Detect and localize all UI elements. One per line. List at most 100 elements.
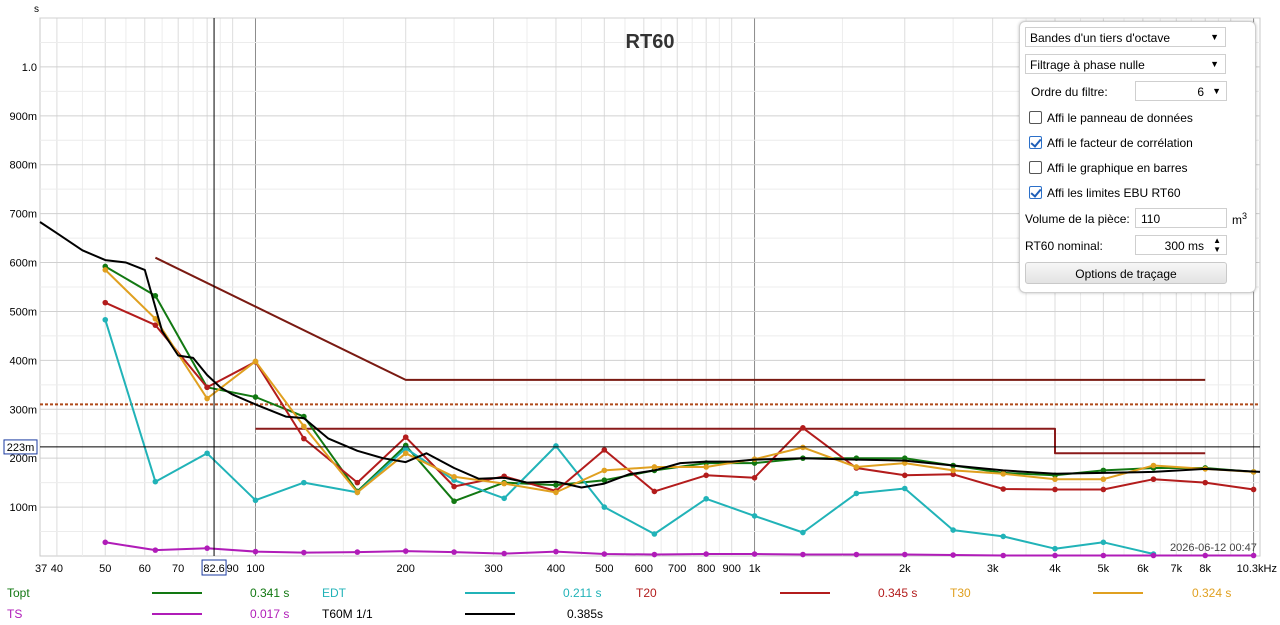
data-point-ts xyxy=(553,548,559,555)
data-point-ts xyxy=(301,549,307,556)
ebu-limits-label: Affi les limites EBU RT60 xyxy=(1047,186,1181,200)
cursor-x-label: 82.6 xyxy=(203,563,224,575)
data-point-ts xyxy=(950,552,956,558)
data-point-ts xyxy=(1150,552,1157,559)
data-point-ts xyxy=(601,551,608,557)
data-point-topt xyxy=(601,477,608,483)
legend-value-ts: 0.017 s xyxy=(250,607,290,621)
correlation-label: Affi le facteur de corrélation xyxy=(1047,136,1193,150)
data-point-t20 xyxy=(1202,479,1209,486)
data-point-t30 xyxy=(1100,476,1107,483)
bar-graph-checkbox[interactable] xyxy=(1029,161,1042,174)
rt60-nominal-label: RT60 nominal: xyxy=(1025,239,1103,253)
x-tick-label: 100 xyxy=(246,563,264,575)
room-volume-input[interactable]: 110 xyxy=(1135,208,1227,228)
data-point-topt xyxy=(451,498,457,505)
data-panel-label: Affi le panneau de données xyxy=(1047,111,1193,125)
data-point-ts xyxy=(1250,552,1257,559)
data-point-t20 xyxy=(1100,486,1107,493)
data-point-t20 xyxy=(451,483,457,490)
x-tick-label: 40 xyxy=(51,563,63,575)
legend-value-edt: 0.211 s xyxy=(563,586,602,600)
timestamp: 2026-06-12 00:47 xyxy=(1170,542,1257,554)
settings-panel: Bandes d'un tiers d'octave ▼ Filtrage à … xyxy=(1019,21,1256,293)
data-point-t20 xyxy=(102,299,109,306)
data-point-t30 xyxy=(651,464,658,470)
filter-select[interactable]: Filtrage à phase nulle ▼ xyxy=(1025,54,1226,74)
plot-options-button[interactable]: Options de traçage xyxy=(1025,262,1227,284)
rt60-nominal-value: 300 ms xyxy=(1164,239,1204,253)
data-point-edt xyxy=(204,450,210,457)
x-tick-label: 700 xyxy=(668,563,686,575)
spin-up-icon[interactable]: ▲ xyxy=(1213,236,1221,245)
data-panel-checkbox[interactable] xyxy=(1029,111,1042,124)
data-point-ts xyxy=(1202,552,1209,559)
spin-down-icon[interactable]: ▼ xyxy=(1213,245,1221,254)
data-point-edt xyxy=(901,485,908,492)
data-point-t30 xyxy=(204,395,210,402)
data-point-t30 xyxy=(102,267,109,273)
x-tick-label: 10.3kHz xyxy=(1237,563,1277,575)
legend-name-topt: Topt xyxy=(7,586,30,600)
x-tick-label: 3k xyxy=(987,563,999,575)
data-point-edt xyxy=(651,531,658,537)
y-tick-label: 300m xyxy=(9,404,37,416)
x-tick-label: 6k xyxy=(1137,563,1149,575)
data-point-t30 xyxy=(950,467,956,474)
correlation-checkbox[interactable] xyxy=(1029,136,1042,149)
data-point-t30 xyxy=(501,480,507,487)
x-tick-label: 70 xyxy=(172,563,184,575)
data-point-ts xyxy=(751,551,758,557)
y-tick-label: 700m xyxy=(9,209,37,221)
data-point-ts xyxy=(252,548,259,555)
legend-line-edt xyxy=(465,592,515,594)
data-point-t20 xyxy=(152,322,159,328)
data-point-t30 xyxy=(1150,462,1157,469)
y-tick-label: 1.0 xyxy=(22,62,37,74)
series-line-ebu-lower-limit xyxy=(255,427,1206,455)
legend-line-t60m xyxy=(465,613,515,615)
legend-name-t20: T20 xyxy=(636,586,657,600)
data-point-t30 xyxy=(354,489,361,496)
legend-name-t30: T30 xyxy=(950,586,971,600)
data-point-edt xyxy=(601,504,608,510)
y-tick-label: 600m xyxy=(9,258,37,270)
x-tick-label: 2k xyxy=(899,563,911,575)
data-point-ts xyxy=(703,551,709,557)
chart-series xyxy=(39,221,1261,559)
x-tick-label: 300 xyxy=(484,563,502,575)
ebu-limits xyxy=(40,256,1260,455)
data-point-edt xyxy=(301,479,307,486)
chevron-down-icon: ▼ xyxy=(1210,59,1219,69)
filter-order-select[interactable]: 6 ▼ xyxy=(1135,81,1227,101)
x-tick-label: 200 xyxy=(397,563,415,575)
data-point-ts xyxy=(1000,552,1007,559)
data-point-edt xyxy=(703,495,709,502)
data-point-t20 xyxy=(901,472,908,479)
legend-value-t60m: 0.385s xyxy=(567,607,604,621)
data-point-t20 xyxy=(402,434,409,440)
data-point-topt xyxy=(152,293,159,299)
filter-select-value: Filtrage à phase nulle xyxy=(1030,58,1145,72)
y-tick-label: 100m xyxy=(9,502,37,514)
rt60-nominal-spinner[interactable]: 300 ms ▲ ▼ xyxy=(1135,235,1227,255)
chart-title: RT60 xyxy=(626,31,675,53)
data-point-ts xyxy=(901,551,908,558)
data-point-edt xyxy=(1052,545,1058,552)
data-point-edt xyxy=(102,316,109,323)
y-tick-label: 200m xyxy=(9,453,37,465)
data-point-ts xyxy=(800,551,806,558)
legend-value-topt: 0.341 s xyxy=(250,586,290,600)
filter-order-value: 6 xyxy=(1197,85,1204,99)
volume-unit: m3 xyxy=(1232,211,1248,227)
ebu-limits-checkbox[interactable] xyxy=(1029,186,1042,199)
band-select[interactable]: Bandes d'un tiers d'octave ▼ xyxy=(1025,27,1226,47)
data-point-t20 xyxy=(703,472,709,479)
cursor-x-box xyxy=(201,559,227,576)
legend-name-ts: TS xyxy=(7,607,23,621)
data-point-edt xyxy=(853,490,860,497)
data-point-t20 xyxy=(751,474,758,481)
chart-cursor: 223m 82.6 xyxy=(3,18,1260,576)
series-line-t60m-1-1 xyxy=(39,221,1261,489)
data-point-edt xyxy=(800,529,806,536)
